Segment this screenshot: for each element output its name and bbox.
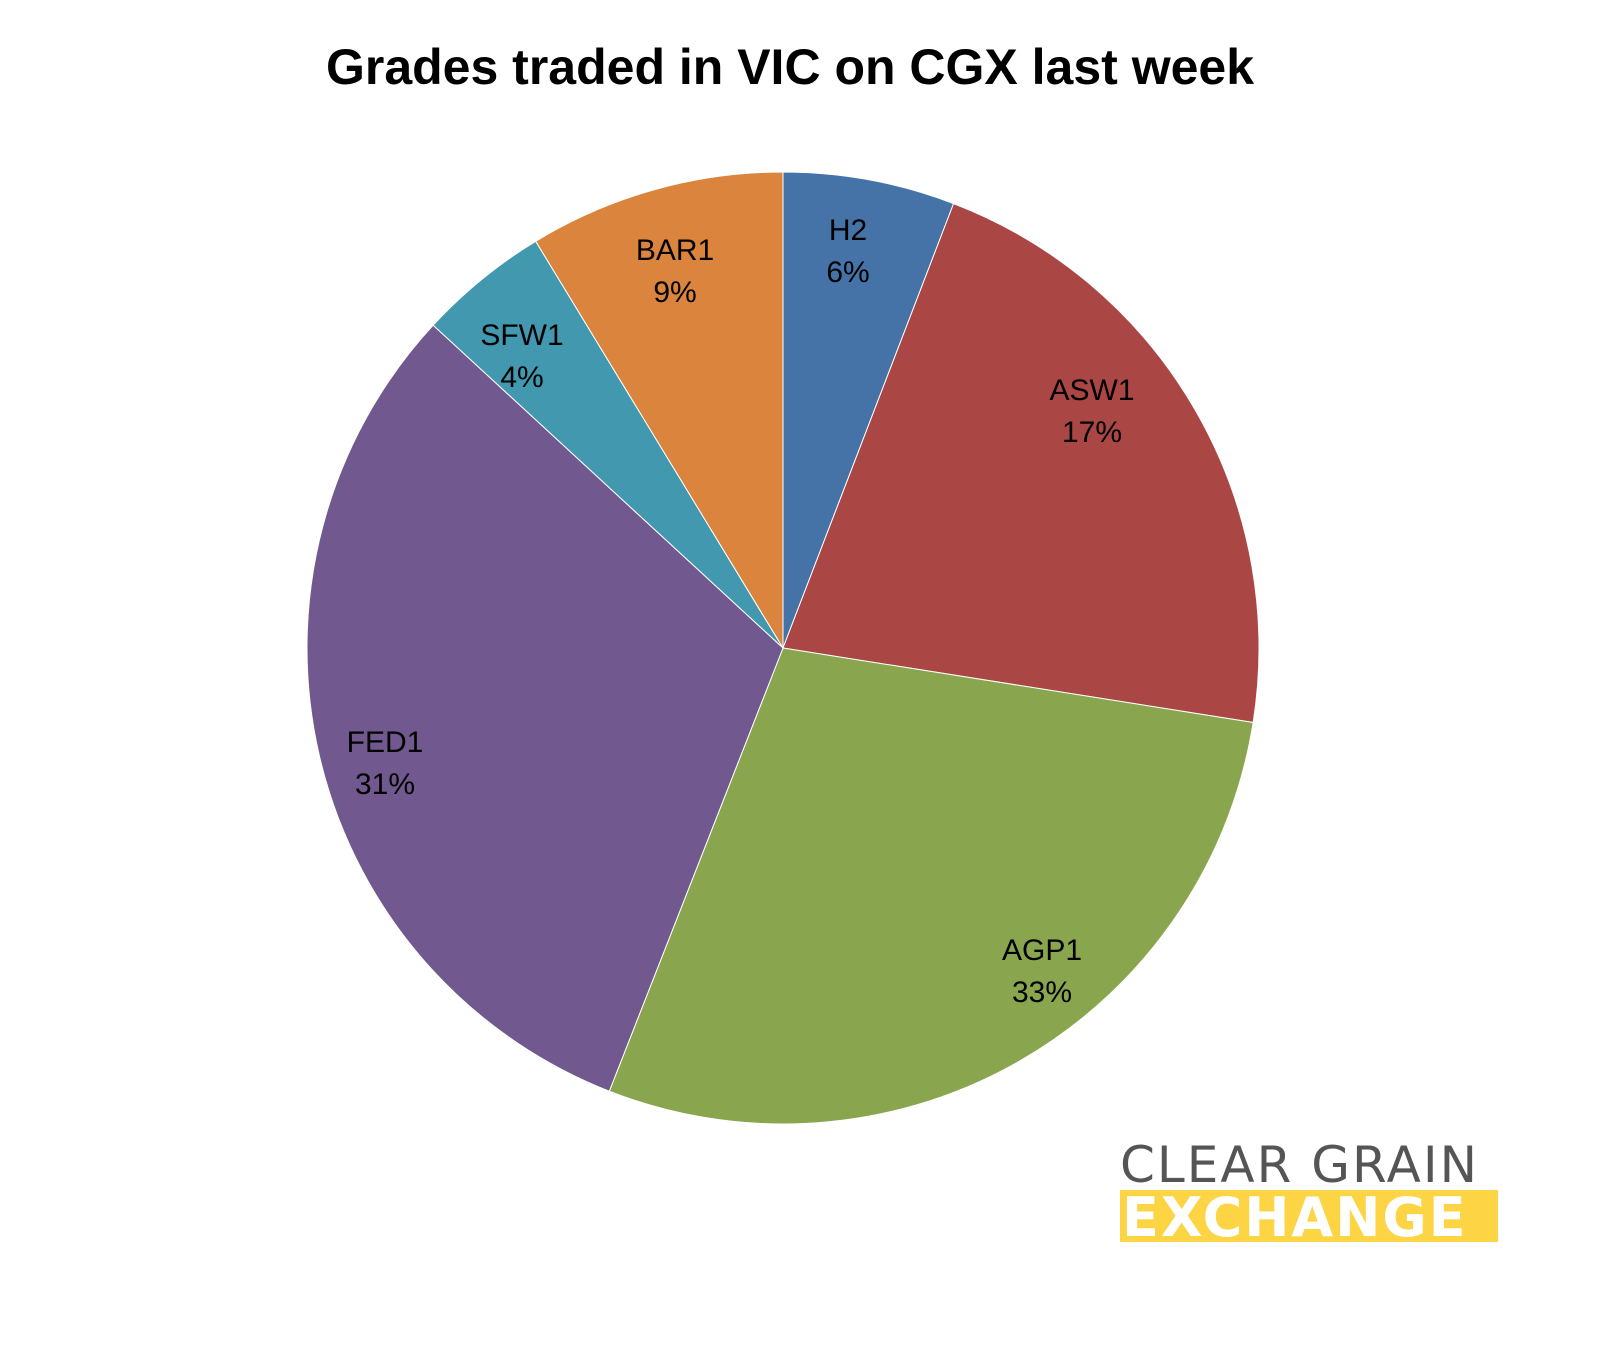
slice-percent-bar1: 9% — [653, 276, 696, 309]
slice-label-asw1: ASW1 — [1049, 374, 1134, 407]
pie-slice-fed1 — [306, 324, 784, 1092]
pie-slice-agp1 — [608, 647, 1254, 1125]
slice-label-bar1: BAR1 — [636, 234, 714, 267]
pie-slice-h2 — [782, 171, 955, 649]
slice-label-agp1: AGP1 — [1002, 934, 1082, 967]
pie-slice-asw1 — [782, 202, 1260, 724]
slice-percent-h2: 6% — [826, 256, 869, 289]
clear-grain-exchange-logo: CLEAR GRAIN EXCHANGE — [1120, 1140, 1498, 1242]
logo-line2: EXCHANGE — [1120, 1190, 1498, 1242]
chart-title: Grades traded in VIC on CGX last week — [325, 39, 1255, 95]
slice-percent-asw1: 17% — [1062, 416, 1122, 449]
slice-percent-fed1: 31% — [355, 768, 415, 801]
logo-line1: CLEAR GRAIN — [1120, 1136, 1480, 1194]
slice-label-h2: H2 — [829, 214, 867, 247]
slice-percent-agp1: 33% — [1012, 976, 1072, 1009]
slice-label-sfw1: SFW1 — [480, 319, 563, 352]
pie-slice-bar1 — [535, 171, 784, 650]
slice-label-fed1: FED1 — [347, 726, 424, 759]
slice-percent-sfw1: 4% — [500, 361, 543, 394]
